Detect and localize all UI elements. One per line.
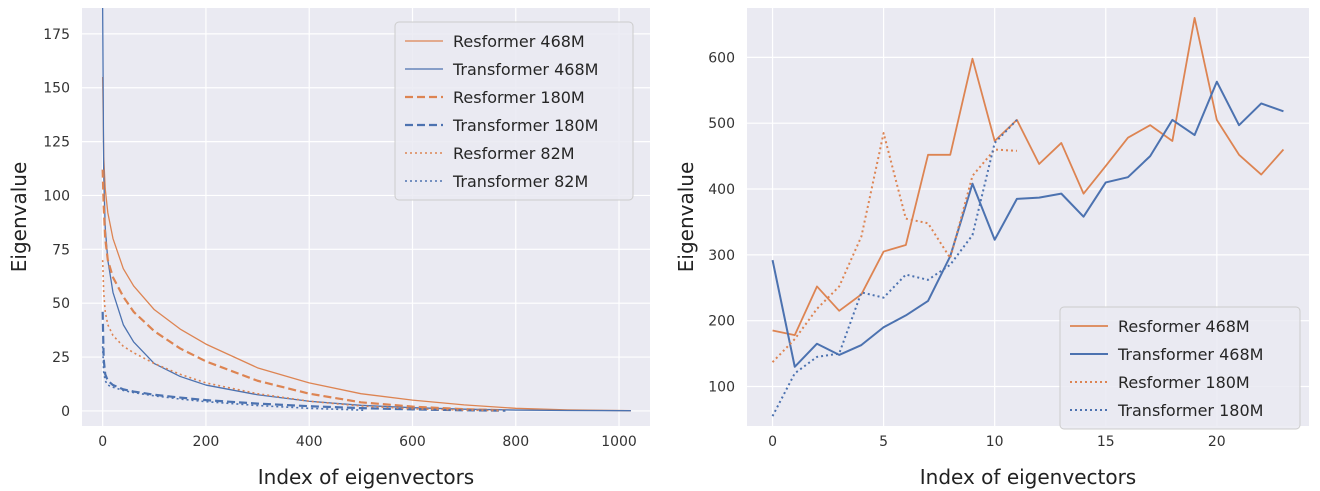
- legend-label: Resformer 468M: [453, 32, 585, 51]
- x-tick-label: 200: [193, 434, 220, 450]
- x-tick-label: 1000: [601, 434, 637, 450]
- x-tick-label: 15: [1097, 434, 1115, 450]
- x-tick-label: 20: [1208, 434, 1226, 450]
- y-tick-label: 200: [708, 314, 735, 330]
- legend-label: Transformer 82M: [452, 172, 588, 191]
- x-tick-label: 0: [98, 434, 107, 450]
- legend-label: Resformer 180M: [453, 88, 585, 107]
- y-tick-label: 150: [43, 81, 70, 97]
- legend-label: Transformer 180M: [1117, 401, 1263, 420]
- y-tick-label: 75: [52, 242, 70, 258]
- x-tick-label: 10: [986, 434, 1004, 450]
- series-line: [101, 260, 501, 412]
- y-tick-label: 500: [708, 116, 735, 132]
- series-line: [771, 80, 1284, 368]
- legend: Resformer 468M Transformer 468M Resformer …: [1059, 306, 1301, 430]
- left-chart: 0 200 400 600 800 1000 0 25 50 75 100 125 150 175 Inde…: [7, 8, 650, 489]
- x-tick-label: 5: [879, 434, 888, 450]
- series-line: [771, 132, 1017, 363]
- legend: Resformer 468M Transformer 468M Resformer …: [394, 21, 634, 201]
- series-line: [102, 76, 631, 412]
- x-tick-label: 400: [296, 434, 323, 450]
- x-axis-label: Index of eigenvectors: [258, 465, 474, 489]
- y-tick-label: 400: [708, 182, 735, 198]
- legend-label: Resformer 468M: [1118, 317, 1250, 336]
- y-axis-label: Eigenvalue: [7, 162, 31, 273]
- y-tick-label: 100: [708, 380, 735, 396]
- legend-label: Resformer 82M: [453, 144, 575, 163]
- legend-label: Transformer 468M: [452, 60, 598, 79]
- y-tick-label: 125: [43, 135, 70, 151]
- legend-label: Resformer 180M: [1118, 373, 1250, 392]
- y-tick-label: 0: [61, 404, 70, 420]
- x-tick-label: 600: [399, 434, 426, 450]
- y-axis-label: Eigenvalue: [674, 162, 698, 273]
- legend-box: [1059, 306, 1301, 430]
- legend-label: Transformer 468M: [1117, 345, 1263, 364]
- y-tick-label: 25: [52, 350, 70, 366]
- x-tick-label: 0: [768, 434, 777, 450]
- y-tick-label: 50: [52, 296, 70, 312]
- legend-label: Transformer 180M: [452, 116, 598, 135]
- series-line: [771, 119, 1018, 417]
- x-axis-label: Index of eigenvectors: [920, 465, 1136, 489]
- y-tick-label: 100: [43, 188, 70, 204]
- y-tick-label: 175: [43, 27, 70, 43]
- x-tick-label: 800: [502, 434, 529, 450]
- right-chart: 0 5 10 15 20 100 200 300 400 500 600 Index of eigen…: [674, 8, 1309, 489]
- y-tick-label: 300: [708, 248, 735, 264]
- series-line: [101, 346, 367, 412]
- series-line: [101, 169, 506, 412]
- legend-box: [394, 21, 634, 201]
- series-line: [101, 311, 506, 412]
- y-tick-label: 600: [708, 50, 735, 66]
- series-line: [772, 16, 1285, 337]
